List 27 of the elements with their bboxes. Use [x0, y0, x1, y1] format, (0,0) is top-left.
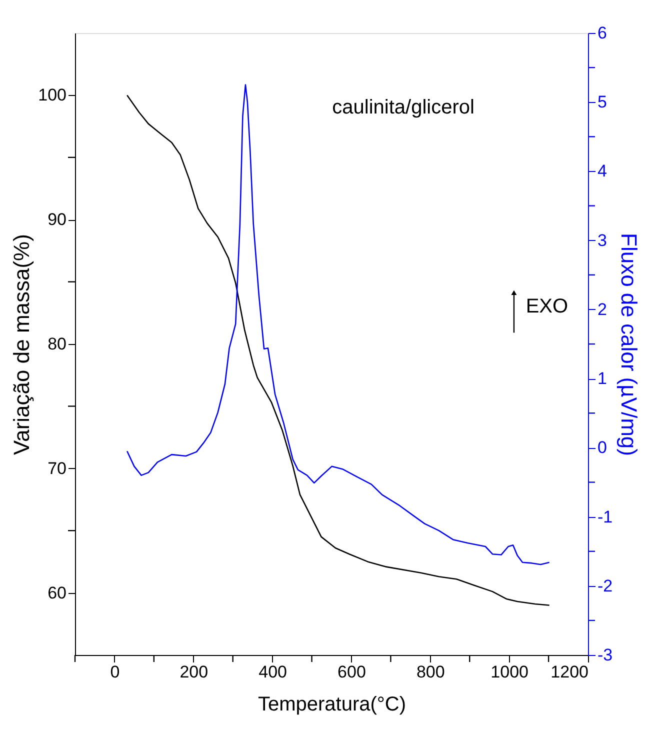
y2-tick-label: -2 — [598, 576, 613, 596]
x-tick-label: 600 — [338, 662, 366, 682]
y2-tick-label: 2 — [598, 300, 607, 319]
y2-tick-label: 4 — [598, 162, 607, 181]
y2-tick-label: 6 — [598, 24, 607, 42]
y2-tick-label: -1 — [598, 507, 613, 526]
x-tick-label: 400 — [258, 662, 287, 682]
annotation: EXO — [526, 296, 568, 318]
y2-tick-label: 0 — [598, 438, 607, 458]
y2-tick-label: 3 — [598, 230, 607, 250]
y2-tick-label: 5 — [598, 92, 607, 112]
x-tick-label: 200 — [180, 662, 208, 682]
x-tick-label: 1000 — [490, 662, 528, 682]
x-tick-label: 800 — [416, 662, 445, 682]
x-axis-title: Temperatura(°C) — [258, 694, 406, 716]
y-tick-label: 70 — [48, 458, 66, 478]
y2-tick-label: 1 — [598, 369, 607, 388]
y-tick-label: 100 — [38, 86, 66, 105]
y-tick-label: 90 — [48, 210, 66, 230]
x-tick-label: 1200 — [550, 662, 588, 682]
y2-tick-label: -3 — [598, 646, 613, 664]
annotation: caulinita/glicerol — [332, 96, 474, 119]
y-tick-label: 60 — [48, 583, 66, 602]
y2-axis-title: Fluxo de calor (µV/mg) — [616, 233, 642, 456]
y-axis-title: Variação de massa(%) — [9, 234, 34, 455]
y-tick-label: 80 — [48, 334, 66, 354]
x-tick-label: 0 — [110, 662, 120, 682]
